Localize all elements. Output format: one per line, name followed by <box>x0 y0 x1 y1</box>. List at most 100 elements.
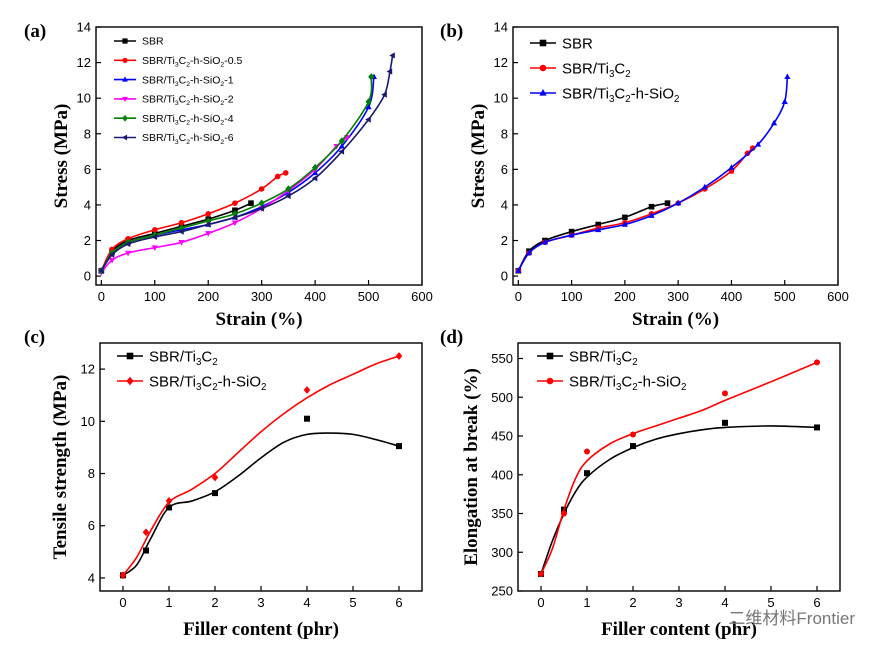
text-run: C <box>179 55 187 67</box>
y-tick-label: 0 <box>501 269 508 284</box>
subscript: 2 <box>220 120 224 127</box>
data-point <box>338 148 345 155</box>
data-point <box>231 214 238 221</box>
x-tick-label: 400 <box>721 289 743 304</box>
legend-marker <box>122 38 128 44</box>
subscript: 2 <box>186 120 190 127</box>
data-point <box>814 424 820 431</box>
y-axis-label: Stress (MPa) <box>51 104 72 209</box>
series-line <box>100 202 252 272</box>
legend-entry-label: SBR/Ti3C2-h-SiO2-6 <box>142 132 234 146</box>
subscript: 2 <box>186 100 190 107</box>
legend-entry-label: SBR <box>562 35 593 52</box>
x-tick-label: 3 <box>257 595 264 610</box>
text-run: -h-SiO <box>218 373 261 390</box>
plot-frame <box>95 26 423 286</box>
series-3 <box>98 135 351 276</box>
series-1 <box>515 145 756 274</box>
data-point <box>258 199 265 207</box>
text-run: SBR/Ti <box>142 132 175 144</box>
y-axis-label: Stress (MPa) <box>468 104 489 209</box>
legend-entry-label: SBR/Ti3C2-h-SiO2-0.5 <box>142 55 242 69</box>
panel-label: (c) <box>24 327 45 348</box>
data-point <box>205 231 212 237</box>
y-tick-label: 10 <box>81 414 95 429</box>
subscript: 2 <box>632 357 637 368</box>
series-0 <box>98 200 254 274</box>
data-point <box>204 221 211 228</box>
text-run: -4 <box>224 113 233 125</box>
data-point <box>311 175 318 182</box>
x-tick-label: 6 <box>813 595 820 610</box>
series-line <box>540 425 818 575</box>
x-tick-label: 200 <box>614 289 636 304</box>
subscript: 2 <box>220 62 224 69</box>
subscript: 3 <box>175 139 179 146</box>
data-point <box>568 228 575 235</box>
data-point <box>749 145 756 151</box>
y-tick-label: 4 <box>501 197 508 212</box>
x-tick-label: 2 <box>211 595 218 610</box>
legend-entry-label: SBR/Ti3C2 <box>569 348 638 368</box>
x-tick-label: 4 <box>721 595 728 610</box>
x-tick-label: 100 <box>561 289 583 304</box>
x-tick-label: 3 <box>675 595 682 610</box>
data-point <box>595 221 602 228</box>
subscript: 2 <box>212 357 217 368</box>
data-point <box>178 240 185 246</box>
y-tick-label: 8 <box>84 126 91 141</box>
data-point <box>119 571 127 580</box>
data-point <box>97 267 104 274</box>
series-line <box>100 172 287 272</box>
text-run: SBR/Ti <box>562 85 609 102</box>
text-run: C <box>179 74 187 86</box>
y-tick-label: 14 <box>494 20 508 35</box>
subscript: 2 <box>625 94 630 105</box>
legend: SBRSBR/Ti3C2-h-SiO2-0.5SBR/Ti3C2-h-SiO2-… <box>114 36 242 146</box>
data-point <box>675 199 682 206</box>
x-tick-label: 1 <box>165 595 172 610</box>
x-axis-label: Strain (%) <box>215 309 302 330</box>
x-tick-label: 5 <box>767 595 774 610</box>
data-point <box>178 219 185 226</box>
data-point <box>584 448 590 455</box>
subscript: 2 <box>186 62 190 69</box>
subscript: 2 <box>220 81 224 88</box>
data-point <box>728 164 735 170</box>
data-point <box>722 419 728 426</box>
y-tick-label: 12 <box>77 55 91 70</box>
y-tick-label: 450 <box>491 429 513 444</box>
x-tick-label: 400 <box>304 289 326 304</box>
panel-label: (b) <box>440 21 463 42</box>
data-point <box>814 359 820 366</box>
y-tick-label: 14 <box>77 20 91 35</box>
text-run: -h-SiO <box>190 74 220 86</box>
series-line <box>517 202 668 272</box>
legend-marker <box>546 377 554 385</box>
y-tick-label: 300 <box>491 545 513 560</box>
text-run: -h-SiO <box>190 132 220 144</box>
text-run: C <box>621 348 632 365</box>
text-run: C <box>179 113 187 125</box>
plot-frame <box>512 26 839 286</box>
text-run: -h-SiO <box>631 85 674 102</box>
data-point <box>124 250 132 257</box>
legend-entry-label: SBR/Ti3C2-h-SiO2-1 <box>142 74 234 88</box>
data-point <box>232 200 238 206</box>
legend-entry-label: SBR/Ti3C2-h-SiO2 <box>562 85 679 105</box>
data-point <box>541 238 549 245</box>
series-line <box>100 55 394 272</box>
series-1 <box>538 359 820 577</box>
x-tick-label: 4 <box>303 595 310 610</box>
text-run: SBR/Ti <box>149 348 196 365</box>
y-tick-label: 550 <box>491 351 513 366</box>
text-run: C <box>201 373 212 390</box>
y-tick-label: 6 <box>84 162 91 177</box>
series-5 <box>97 52 395 274</box>
subscript: 3 <box>175 120 179 127</box>
y-tick-label: 0 <box>84 269 91 284</box>
panel-label: (a) <box>24 21 46 42</box>
y-tick-label: 10 <box>494 91 508 106</box>
